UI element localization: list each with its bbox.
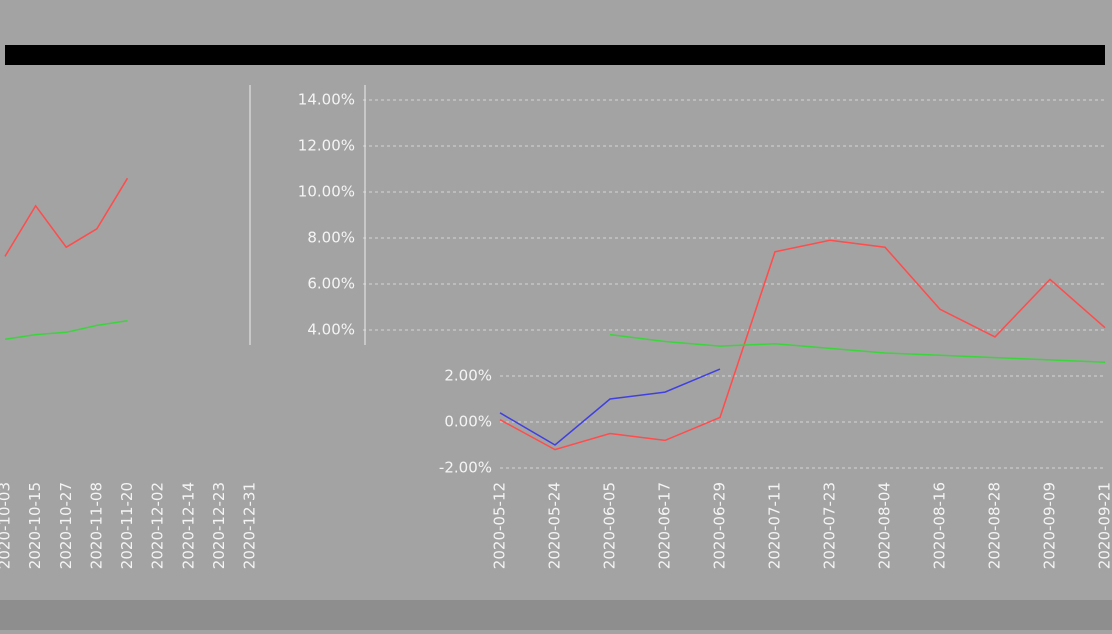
y-tick-label: 8.00% (307, 229, 355, 247)
x-tick-label: 2020-06-17 (656, 482, 674, 569)
y-tick-label: 14.00% (298, 91, 355, 109)
x-tick-label: 2020-05-12 (491, 482, 509, 569)
x-tick-label: 2020-12-31 (241, 482, 259, 569)
x-tick-label: 2020-12-02 (149, 482, 167, 569)
series-line (610, 335, 1105, 363)
header-bar (5, 45, 1105, 65)
x-tick-label: 2020-12-14 (179, 482, 197, 569)
x-tick-label: 2020-07-23 (821, 482, 839, 569)
x-tick-label: 2020-12-23 (210, 482, 228, 569)
series-line (5, 178, 128, 256)
x-tick-label: 2020-11-20 (118, 482, 136, 569)
series-line (5, 321, 128, 339)
series-line (500, 240, 1105, 449)
x-tick-label: 2020-11-08 (87, 482, 105, 569)
y-tick-label: -2.00% (439, 459, 492, 477)
x-tick-label: 2020-08-16 (931, 482, 949, 569)
x-tick-label: 2020-10-03 (0, 482, 14, 569)
x-tick-label: 2020-06-29 (711, 482, 729, 569)
footer-strip (0, 600, 1112, 630)
y-tick-label: 0.00% (444, 413, 492, 431)
x-tick-label: 2020-05-24 (546, 482, 564, 569)
x-tick-label: 2020-08-04 (876, 482, 894, 569)
x-tick-label: 2020-09-21 (1096, 482, 1112, 569)
y-tick-label: 10.00% (298, 183, 355, 201)
x-tick-label: 2020-10-15 (26, 482, 44, 569)
y-tick-label: 6.00% (307, 275, 355, 293)
x-tick-label: 2020-06-05 (601, 482, 619, 569)
y-tick-label: 12.00% (298, 137, 355, 155)
x-tick-label: 2020-07-11 (766, 482, 784, 569)
y-tick-label: 2.00% (444, 367, 492, 385)
x-tick-label: 2020-08-28 (986, 482, 1004, 569)
y-tick-label: 4.00% (307, 321, 355, 339)
x-tick-label: 2020-09-09 (1041, 482, 1059, 569)
x-tick-label: 2020-10-27 (57, 482, 75, 569)
